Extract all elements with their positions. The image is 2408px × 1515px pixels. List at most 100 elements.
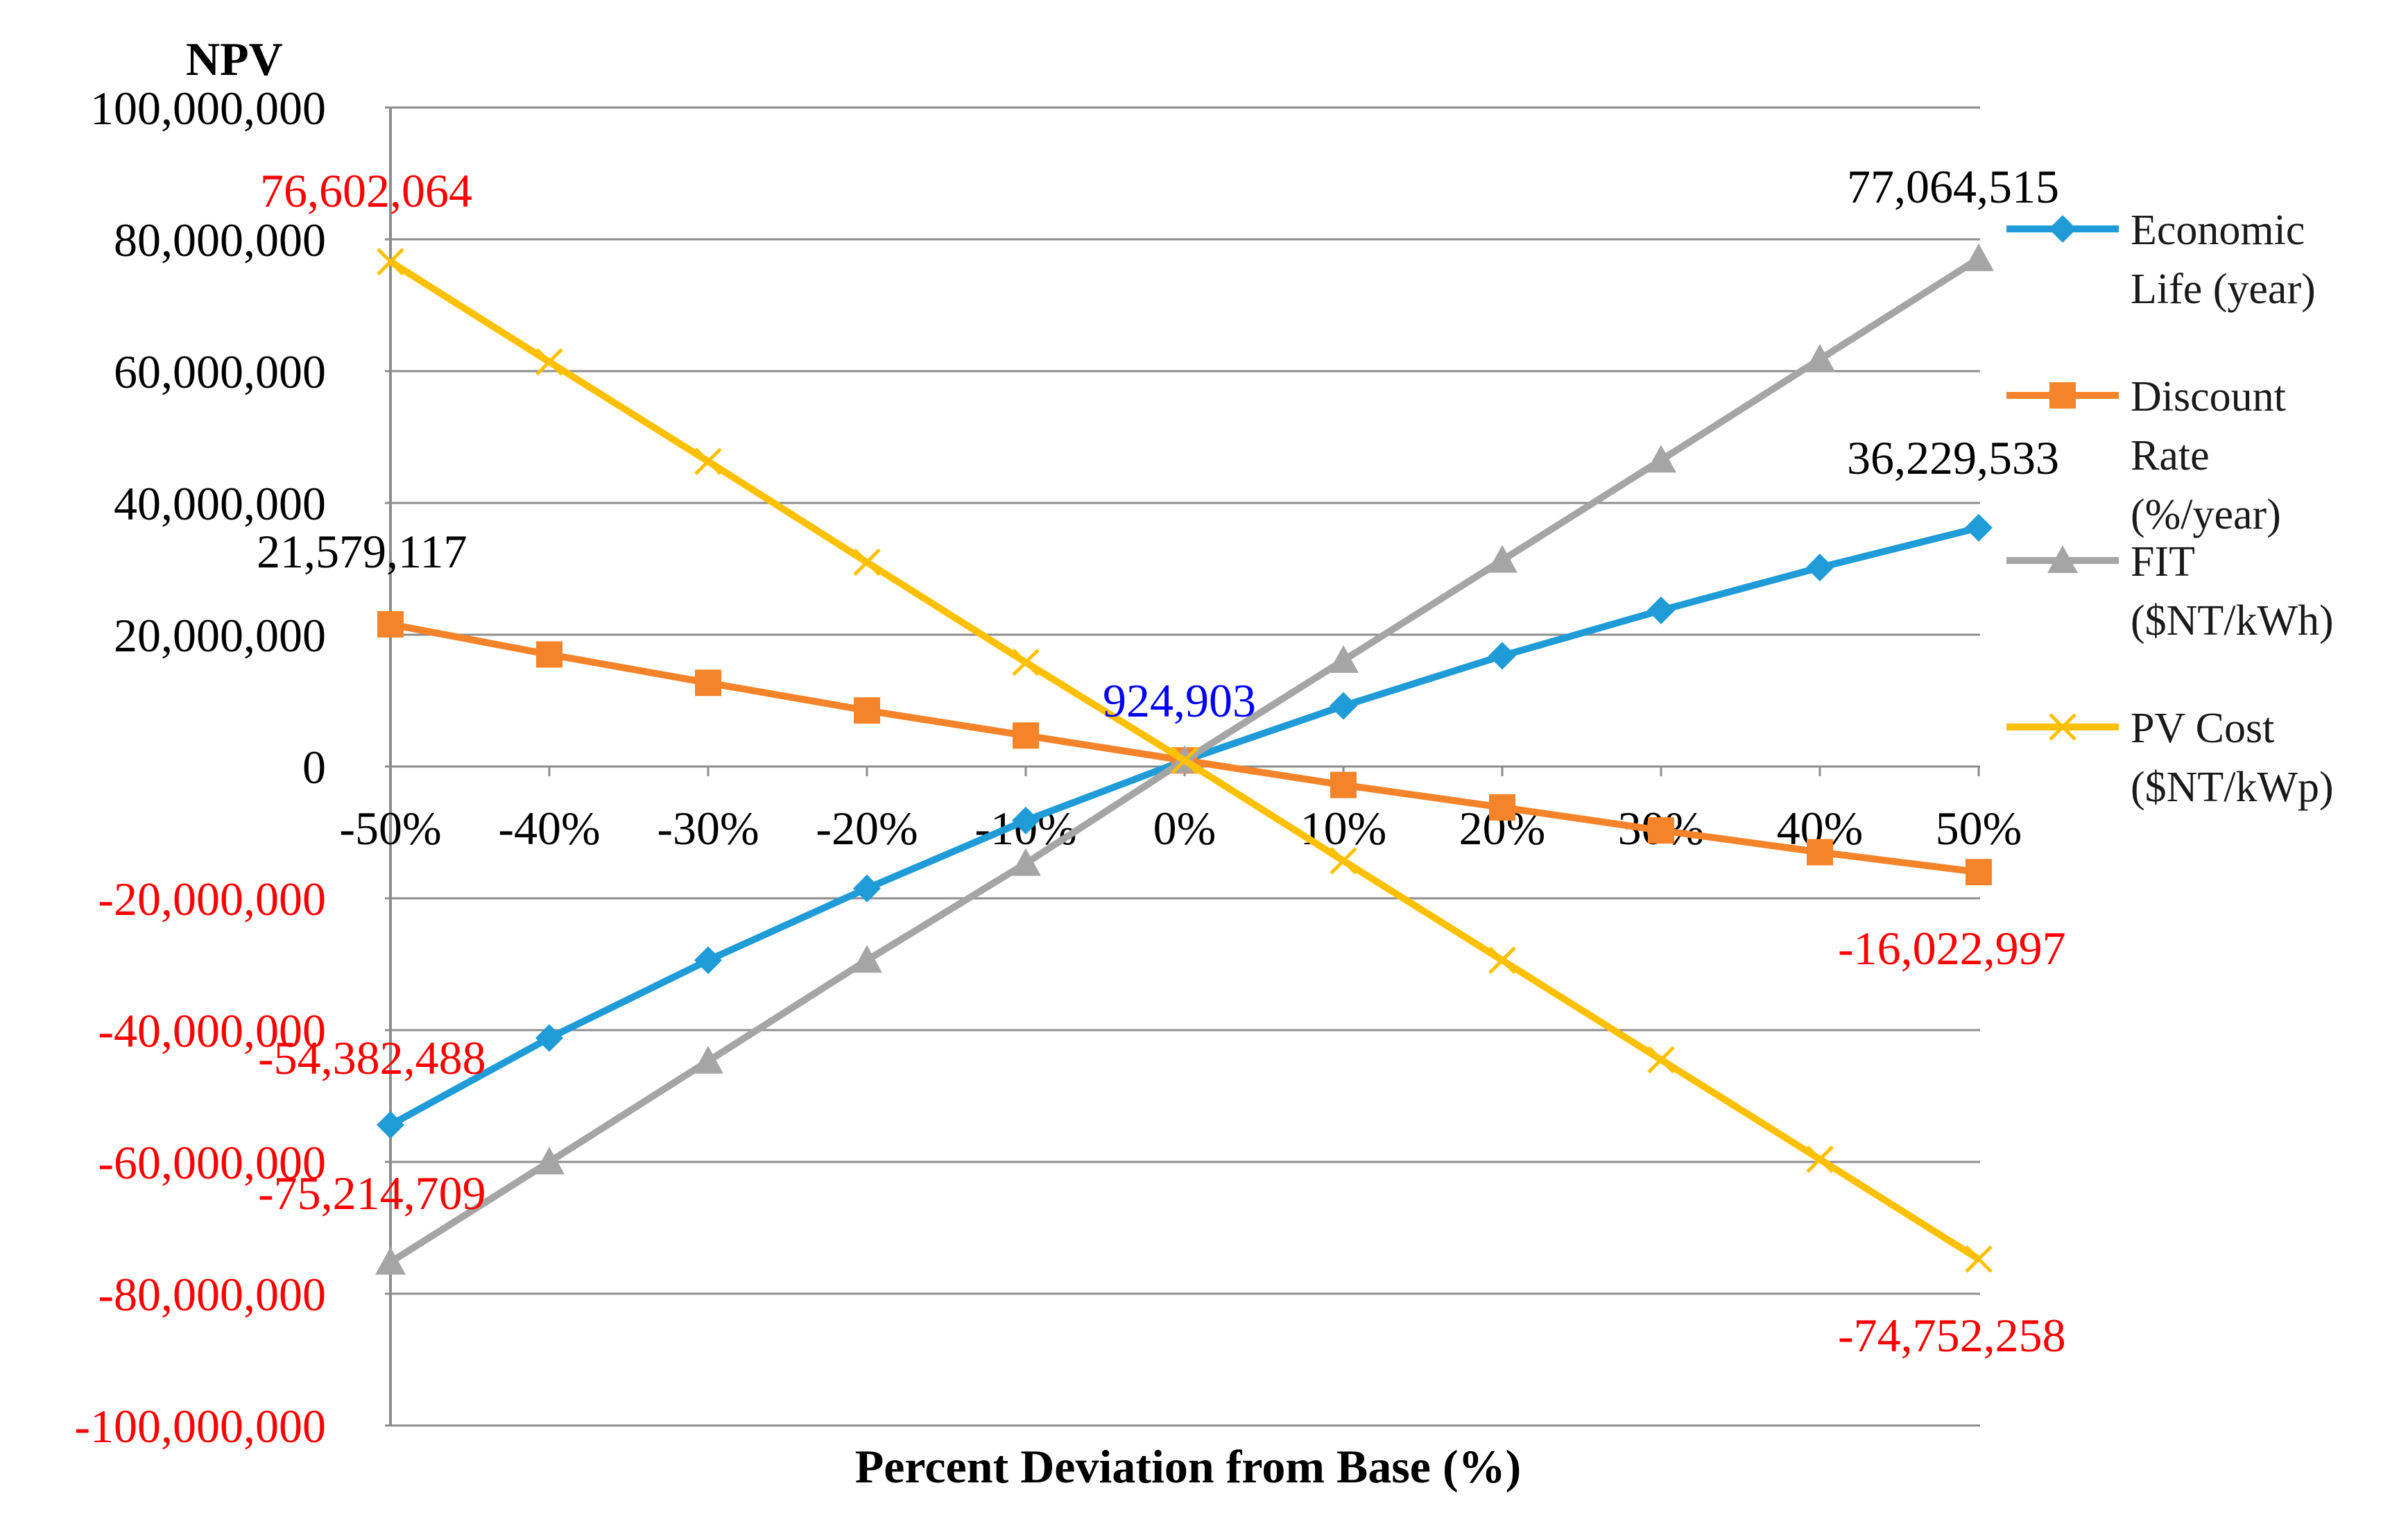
data-point-pv-cost-nt-kwp <box>1012 649 1040 676</box>
y-tick-label: 100,000,000 <box>90 82 326 135</box>
x-tick-labels: -50%-40%-30%-20%-10%0%10%20%30%40%50% <box>339 802 2022 855</box>
data-point-fit-nt-kwh <box>1646 445 1676 473</box>
data-point-economic-life-year <box>1488 642 1516 670</box>
x-tick-label: -50% <box>339 802 441 855</box>
data-point-pv-cost-nt-kwp-stroke <box>1806 1145 1834 1173</box>
data-label: 36,229,533 <box>1847 431 2059 484</box>
data-point-pv-cost-nt-kwp <box>694 447 722 475</box>
data-point-pv-cost-nt-kwp-stroke <box>1488 946 1516 975</box>
data-point-pv-cost-nt-kwp <box>1330 847 1357 875</box>
data-point-pv-cost-nt-kwp <box>377 248 404 276</box>
data-point-pv-cost-nt-kwp <box>1647 1045 1675 1074</box>
data-point-economic-life-year <box>853 874 881 902</box>
data-point-economic-life-year <box>694 946 722 975</box>
legend-label: Discount <box>2131 373 2286 420</box>
data-point-discount-rate-year <box>854 697 880 724</box>
y-tick-label: -80,000,000 <box>98 1268 326 1321</box>
data-point-fit-nt-kwh <box>375 1247 406 1275</box>
data-point-fit-nt-kwh <box>1011 848 1041 876</box>
data-point-pv-cost-nt-kwp <box>1806 1145 1834 1173</box>
legend-marker <box>2049 713 2076 741</box>
legend-marker-stroke <box>2049 713 2076 741</box>
data-point-economic-life-year <box>1647 596 1675 624</box>
data-point-pv-cost-nt-kwp-stroke <box>1171 746 1198 774</box>
data-point-economic-life-year <box>1965 513 1993 542</box>
data-label: 77,064,515 <box>1847 160 2059 213</box>
legend-label: Rate <box>2131 432 2210 479</box>
data-annotations: 76,602,064 77,064,515 36,229,533 21,579,117… <box>257 160 2066 1362</box>
data-point-economic-life-year <box>1012 806 1040 834</box>
legend: Economic Life (year) Discount Rate (%/year)F… <box>2006 207 2334 811</box>
y-tick-label: 0 <box>302 741 326 794</box>
data-point-fit-nt-kwh <box>1805 343 1835 372</box>
data-point-pv-cost-nt-kwp <box>853 548 881 576</box>
legend-label: ($NT/kWp) <box>2131 764 2334 811</box>
data-point-pv-cost-nt-kwp <box>535 348 563 376</box>
x-tick-label: -30% <box>657 802 759 855</box>
data-point-pv-cost-nt-kwp <box>1488 946 1516 975</box>
legend-marker <box>2049 215 2076 243</box>
data-point-pv-cost-nt-kwp-stroke <box>1965 1245 1993 1273</box>
data-point-pv-cost-nt-kwp <box>1965 1245 1993 1273</box>
data-point-discount-rate-year <box>1807 839 1833 866</box>
data-point-fit-nt-kwh <box>693 1045 723 1074</box>
legend-label: ($NT/kWh) <box>2131 597 2334 644</box>
y-tick-label: -20,000,000 <box>98 873 326 925</box>
legend-marker <box>2047 545 2078 573</box>
x-axis-label: Percent Deviation from Base (%) <box>855 1440 1522 1493</box>
y-tick-label: 80,000,000 <box>114 214 326 266</box>
legend-label: (%/year) <box>2131 491 2281 538</box>
data-label: -75,214,709 <box>258 1167 486 1219</box>
data-label: 21,579,117 <box>257 525 467 578</box>
legend-label: Life (year) <box>2131 266 2316 313</box>
data-point-fit-nt-kwh <box>534 1147 565 1174</box>
data-point-economic-life-year <box>535 1024 563 1052</box>
data-point-pv-cost-nt-kwp-stroke <box>1647 1045 1675 1074</box>
data-point-fit-nt-kwh <box>1487 545 1517 573</box>
data-point-discount-rate-year <box>695 669 721 696</box>
data-point-pv-cost-nt-kwp-stroke <box>853 548 881 576</box>
y-tick-label: -40,000,000 <box>98 1004 326 1057</box>
x-tick-label: 50% <box>1936 802 2022 855</box>
data-point-economic-life-year <box>1330 692 1357 720</box>
data-label: -16,022,997 <box>1838 922 2066 975</box>
data-point-discount-rate-year <box>536 641 562 668</box>
legend-label: FIT <box>2131 538 2195 585</box>
y-axis-label: NPV <box>186 33 283 85</box>
y-tick-label: -60,000,000 <box>98 1136 326 1189</box>
legend-label: Economic <box>2131 207 2305 254</box>
data-point-discount-rate-year <box>1330 771 1357 798</box>
y-tick-labels: 100,000,000 80,000,000 60,000,000 40,000,00… <box>74 82 326 1453</box>
data-point-fit-nt-kwh <box>852 945 882 973</box>
x-tick-label: -40% <box>498 802 600 855</box>
y-tick-label: 20,000,000 <box>114 609 326 662</box>
data-label: -74,752,258 <box>1838 1309 2066 1362</box>
data-label: -54,382,488 <box>258 1032 486 1084</box>
data-point-fit-nt-kwh <box>1328 645 1359 674</box>
data-point-economic-life-year <box>377 1111 404 1139</box>
data-point-discount-rate-year <box>1013 722 1039 749</box>
legend-label: PV Cost <box>2131 705 2274 752</box>
data-point-pv-cost-nt-kwp-stroke <box>1012 649 1040 676</box>
y-tick-label: -100,000,000 <box>74 1400 326 1453</box>
data-point-discount-rate-year <box>377 610 404 637</box>
y-tick-label: 40,000,000 <box>114 477 326 530</box>
data-point-pv-cost-nt-kwp-stroke <box>694 447 722 475</box>
x-tick-label: 0% <box>1153 802 1216 855</box>
legend-marker <box>2049 382 2076 409</box>
data-label: 76,602,064 <box>260 164 472 217</box>
data-label: 924,903 <box>1103 674 1256 727</box>
data-point-pv-cost-nt-kwp-stroke <box>1330 847 1357 875</box>
data-point-pv-cost-nt-kwp-stroke <box>377 248 404 276</box>
data-point-discount-rate-year <box>1966 859 1992 886</box>
data-point-discount-rate-year <box>1648 817 1674 844</box>
y-tick-label: 60,000,000 <box>114 345 326 398</box>
series-lines <box>375 243 1994 1275</box>
data-point-fit-nt-kwh <box>1963 243 1994 271</box>
data-point-discount-rate-year <box>1489 794 1515 821</box>
data-point-economic-life-year <box>1806 554 1834 582</box>
data-point-pv-cost-nt-kwp-stroke <box>535 348 563 376</box>
x-tick-label: 10% <box>1300 802 1387 855</box>
data-point-pv-cost-nt-kwp <box>1171 746 1198 774</box>
